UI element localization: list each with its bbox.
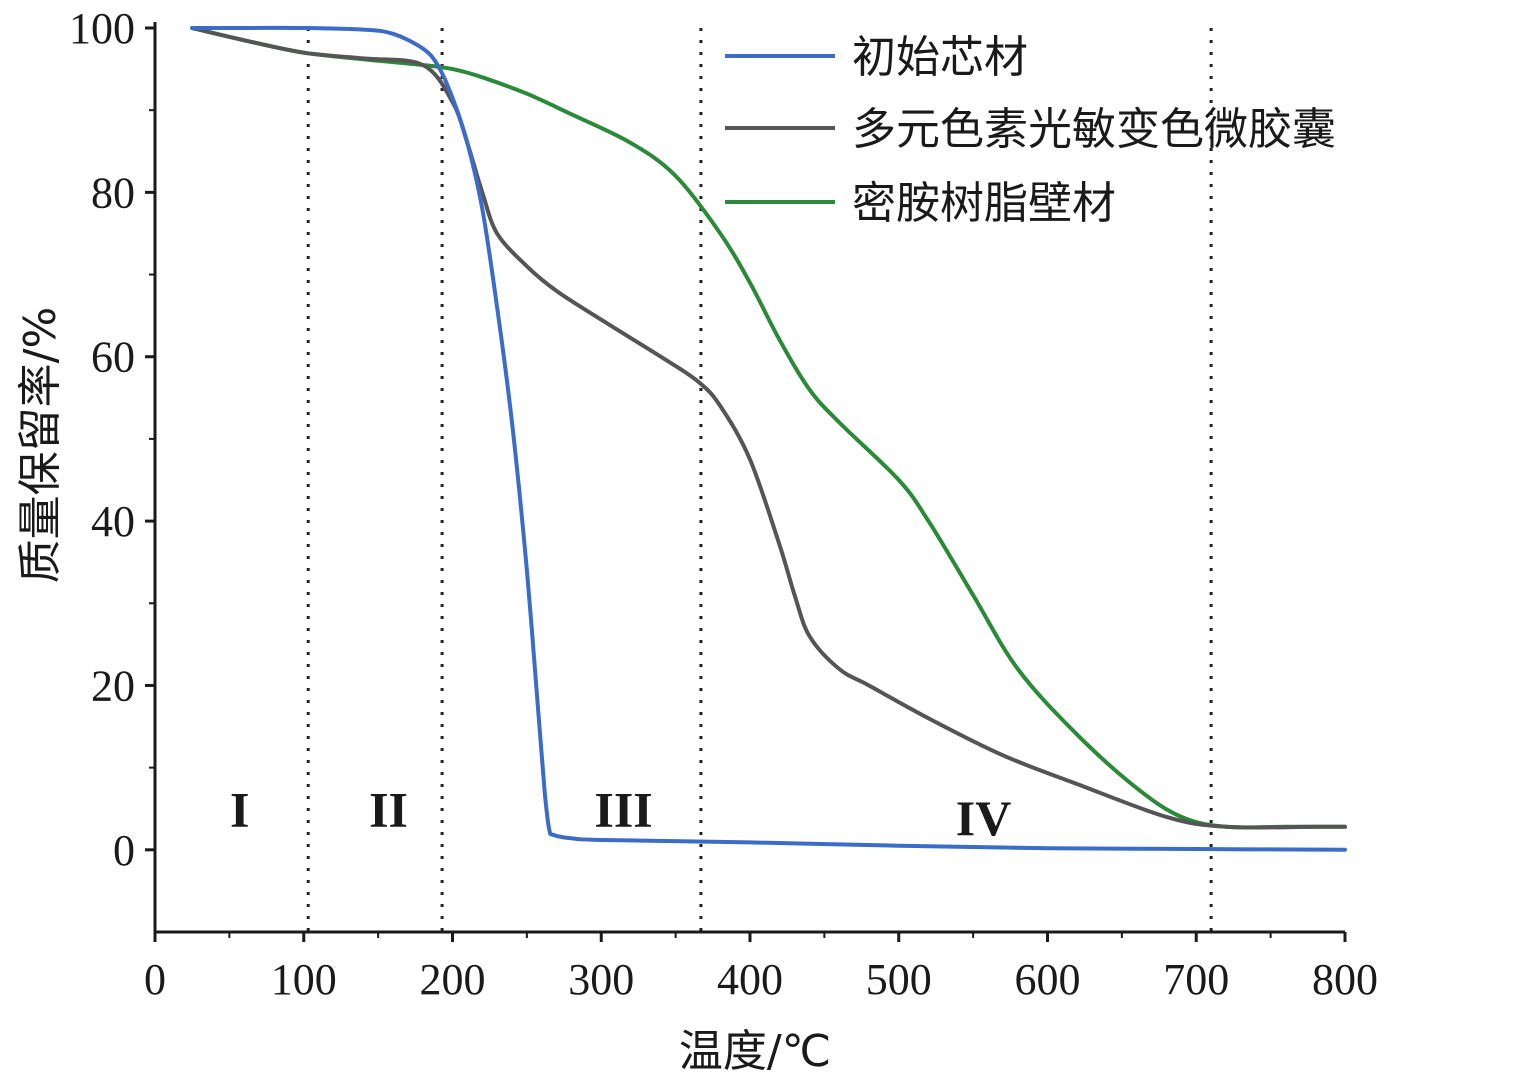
- series-line-1: [190, 25, 1347, 852]
- x-tick-label: 0: [144, 955, 166, 1004]
- stage-label: I: [230, 782, 249, 838]
- x-tick-label: 400: [717, 955, 783, 1004]
- y-tick-label: 100: [69, 4, 135, 53]
- x-axis-label: 温度/℃: [679, 1026, 831, 1077]
- legend-entry: 初始芯材: [852, 32, 1028, 83]
- series-line-3: [190, 26, 1347, 830]
- stage-label: III: [594, 782, 652, 838]
- stage-label: II: [369, 782, 408, 838]
- y-tick-label: 80: [91, 168, 135, 217]
- x-tick-label: 200: [420, 955, 486, 1004]
- x-tick-label: 300: [568, 955, 634, 1004]
- x-tick-label: 100: [271, 955, 337, 1004]
- x-tick-label: 500: [866, 955, 932, 1004]
- x-tick-label: 800: [1312, 955, 1378, 1004]
- stage-labels: I II III IV: [230, 782, 1011, 846]
- y-tick-label: 60: [91, 333, 135, 382]
- legend-entry: 多元色素光敏变色微胶囊: [852, 104, 1336, 155]
- x-axis-ticks: 0 100 200 300 400 500 600 700 800: [144, 932, 1378, 1004]
- x-tick-label: 600: [1015, 955, 1081, 1004]
- axes: [153, 22, 1345, 934]
- legend-entry: 密胺树脂壁材: [852, 178, 1116, 229]
- x-tick-label: 700: [1163, 955, 1229, 1004]
- y-tick-label: 20: [91, 661, 135, 710]
- stage-label: IV: [956, 790, 1012, 846]
- y-tick-label: 40: [91, 497, 135, 546]
- y-axis-ticks: 0 20 40 60 80 100: [69, 4, 155, 875]
- y-axis-label: 质量保留率/%: [15, 307, 66, 584]
- series-line-2: [190, 26, 1347, 830]
- y-tick-label: 0: [113, 826, 135, 875]
- curves: [190, 25, 1347, 852]
